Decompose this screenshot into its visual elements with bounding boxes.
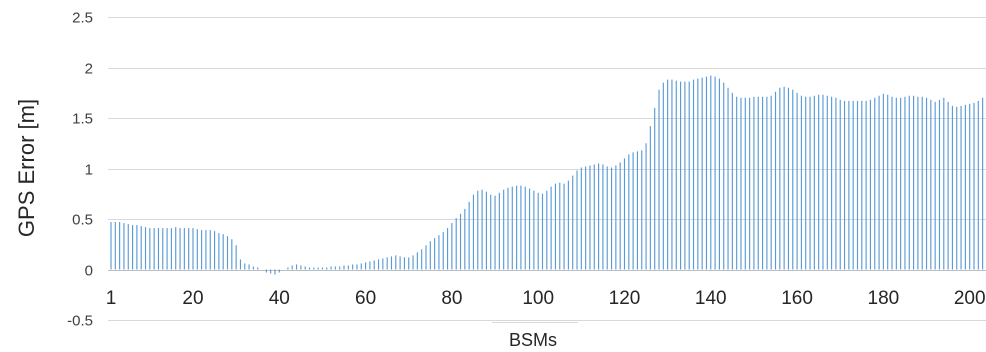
x-tick-label: 120	[609, 288, 641, 309]
x-tick-label: 100	[522, 288, 554, 309]
y-tick-label: 1	[85, 162, 93, 179]
y-tick-label: 0	[85, 263, 93, 280]
y-tick-label: 2.5	[72, 10, 93, 27]
x-tick-label: 1	[106, 288, 117, 309]
x-tick-label: 80	[441, 288, 462, 309]
x-tick-label: 180	[868, 288, 900, 309]
x-tick-label: 160	[781, 288, 813, 309]
y-axis-tick-labels: 2.5 2 1.5 1 0.5 0 -0.5	[67, 10, 93, 330]
x-tick-label: 60	[355, 288, 376, 309]
x-axis-label: BSMs	[509, 330, 557, 350]
y-tick-label: 1.5	[72, 111, 93, 128]
bar-series	[111, 12, 986, 275]
x-tick-label: 40	[269, 288, 290, 309]
y-axis-label: GPS Error [m]	[14, 99, 39, 237]
y-tick-label: -0.5	[67, 313, 93, 330]
x-tick-label: 20	[182, 288, 203, 309]
x-tick-label: 200	[954, 288, 986, 309]
y-tick-label: 2	[85, 61, 93, 78]
gridlines	[108, 18, 986, 321]
x-tick-label: 140	[695, 288, 727, 309]
x-axis-tick-labels: 120406080100120140160180200220240	[106, 288, 986, 309]
y-tick-label: 0.5	[72, 212, 93, 229]
